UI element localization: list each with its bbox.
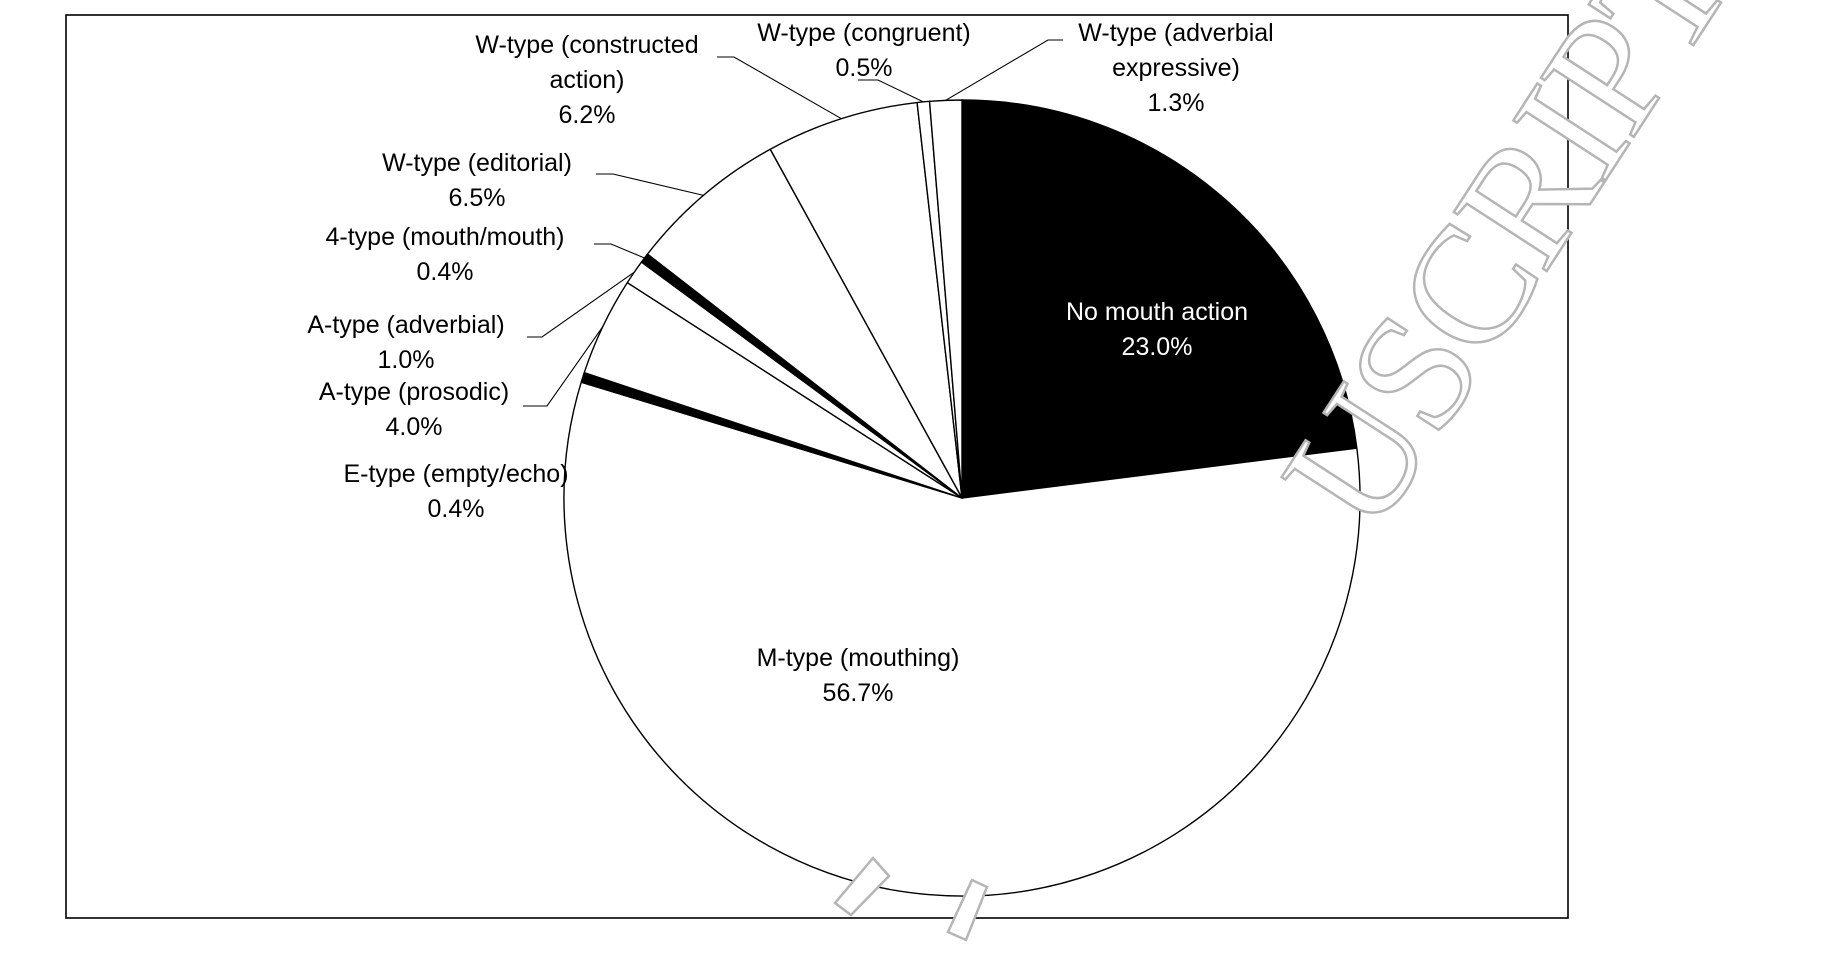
pie-slice-no-mouth-action xyxy=(961,99,1358,499)
slice-label-m-type-mouthing: M-type (mouthing) 56.7% xyxy=(757,644,960,707)
slices-layer xyxy=(563,99,1361,897)
slice-name-w-type-constructed-action: W-type (constructed xyxy=(475,31,698,59)
slice-name-w-type-editorial: W-type (editorial) xyxy=(382,149,572,177)
slice-label-no-mouth-action: No mouth action 23.0% xyxy=(1066,298,1248,361)
leader-line-w-type-congruent xyxy=(858,79,924,103)
slice-name-w-type-congruent: W-type (congruent) xyxy=(757,19,971,47)
slice-name-w-type-adverbial-expressive: expressive) xyxy=(1112,54,1240,82)
slice-name-a-type-adverbial: A-type (adverbial) xyxy=(307,311,504,339)
chart-frame xyxy=(65,14,1569,919)
slice-percent-a-type-adverbial: 1.0% xyxy=(378,346,435,374)
slice-label-e-type-empty-echo: E-type (empty/echo) 0.4% xyxy=(343,460,568,523)
slice-percent-w-type-editorial: 6.5% xyxy=(449,184,506,212)
slice-name-e-type-empty-echo: E-type (empty/echo) xyxy=(343,460,568,488)
slice-percent-4-type-mouth-mouth: 0.4% xyxy=(417,258,474,286)
pie-slice-w-type-editorial xyxy=(646,148,963,499)
slice-name-m-type-mouthing: M-type (mouthing) xyxy=(757,644,960,672)
slice-label-a-type-adverbial: A-type (adverbial) 1.0% xyxy=(307,311,504,374)
leader-line-a-type-prosodic xyxy=(523,325,604,407)
leader-line-a-type-adverbial xyxy=(527,271,635,338)
slice-label-w-type-constructed-action: W-type (constructed action) 6.2% xyxy=(475,31,698,129)
slice-percent-w-type-constructed-action: 6.2% xyxy=(559,101,616,129)
labels-layer: No mouth action 23.0% M-type (mouthing) 56.… xyxy=(307,19,1273,707)
slice-percent-e-type-empty-echo: 0.4% xyxy=(428,495,485,523)
slice-name-4-type-mouth-mouth: 4-type (mouth/mouth) xyxy=(326,223,565,251)
slice-percent-w-type-congruent: 0.5% xyxy=(836,54,893,82)
slice-label-w-type-congruent: W-type (congruent) 0.5% xyxy=(757,19,971,82)
watermark-text: USCRIPT xyxy=(1247,0,1765,560)
slice-label-4-type-mouth-mouth: 4-type (mouth/mouth) 0.4% xyxy=(326,223,565,286)
slice-percent-a-type-prosodic: 4.0% xyxy=(386,413,443,441)
leader-line-w-type-adverbial-expressive xyxy=(945,39,1063,101)
slice-percent-no-mouth-action: 23.0% xyxy=(1122,333,1193,361)
leader-line-4-type-mouth-mouth xyxy=(594,243,645,259)
slice-name-w-type-adverbial-expressive: W-type (adverbial xyxy=(1078,19,1273,47)
slice-name-w-type-constructed-action: action) xyxy=(549,66,624,94)
slice-label-a-type-prosodic: A-type (prosodic) 4.0% xyxy=(319,378,509,441)
pie-slice-m-type-mouthing xyxy=(563,381,1361,897)
leader-lines-layer xyxy=(523,39,1063,407)
slice-percent-w-type-adverbial-expressive: 1.3% xyxy=(1148,89,1205,117)
slice-percent-m-type-mouthing: 56.7% xyxy=(823,679,894,707)
watermark-fragment xyxy=(833,856,891,917)
watermark-fragment xyxy=(946,878,989,942)
leader-line-w-type-editorial xyxy=(596,173,704,196)
slice-name-no-mouth-action: No mouth action xyxy=(1066,298,1248,326)
slice-name-a-type-prosodic: A-type (prosodic) xyxy=(319,378,509,406)
slice-label-w-type-editorial: W-type (editorial) 6.5% xyxy=(382,149,572,212)
slice-label-w-type-adverbial-expressive: W-type (adverbial expressive) 1.3% xyxy=(1078,19,1273,117)
leader-line-w-type-constructed-action xyxy=(717,56,842,120)
